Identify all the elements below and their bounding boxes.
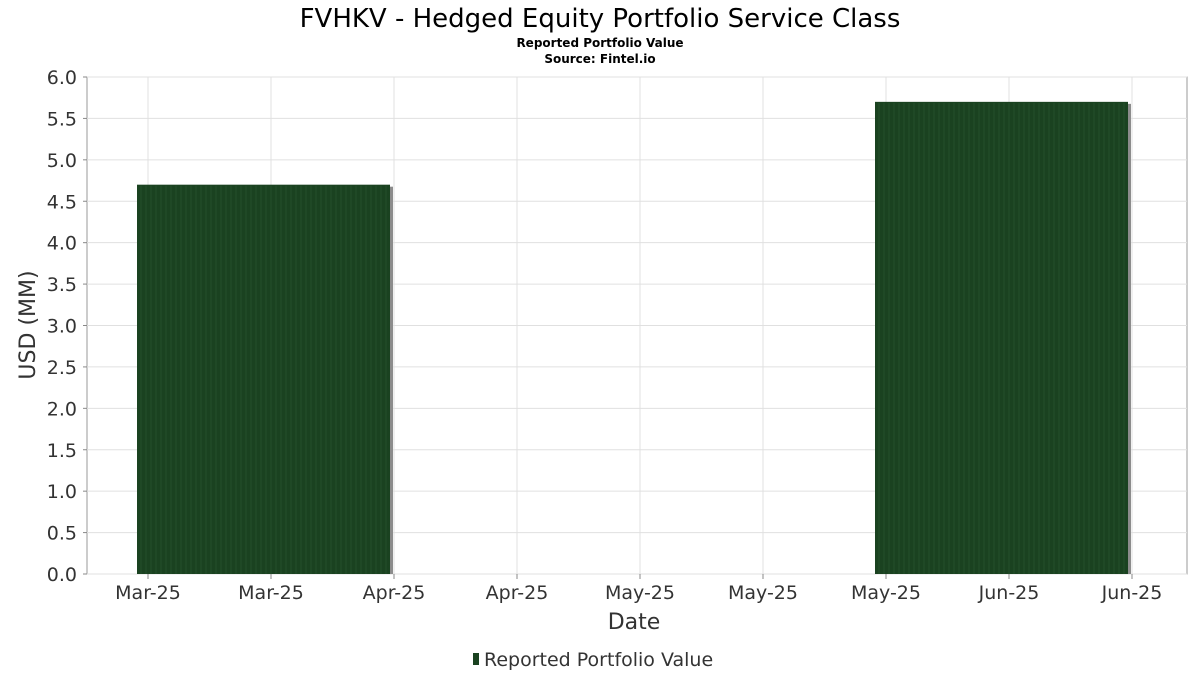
y-tick-label: 1.0 — [47, 481, 77, 503]
chart-subtitle: Reported Portfolio Value — [516, 36, 683, 50]
y-tick-label: 5.5 — [47, 108, 77, 130]
y-tick-label: 0.5 — [47, 523, 77, 545]
y-axis-ticks: 0.0 0.5 1.0 1.5 2.0 2.5 3.0 3.5 4.0 4.5 5.0 5.5 6.0 — [47, 67, 87, 586]
y-tick-label: 2.5 — [47, 357, 77, 379]
x-tick-label: May-25 — [605, 582, 675, 604]
x-tick-label: May-25 — [851, 582, 921, 604]
y-tick-label: 5.0 — [47, 150, 77, 172]
bar — [875, 101, 1128, 574]
x-axis-label: Date — [608, 610, 661, 635]
legend: Reported Portfolio Value — [473, 649, 713, 671]
x-tick-label: May-25 — [728, 582, 798, 604]
plot-area: 0.00.51.01.52.02.53.03.54.04.55.05.56.0 … — [47, 67, 1188, 604]
y-tick-label: 4.0 — [47, 233, 77, 255]
y-tick-label: 4.5 — [47, 191, 77, 213]
y-axis-label: USD (MM) — [16, 270, 41, 379]
y-tick-label: 0.0 — [47, 564, 77, 586]
y-tick-label: 3.5 — [47, 274, 77, 296]
y-tick-label: 1.5 — [47, 440, 77, 462]
x-tick-label: Jun-25 — [1101, 582, 1163, 604]
bar — [137, 184, 390, 574]
x-tick-label: Mar-25 — [238, 582, 304, 604]
x-tick-label: Jun-25 — [978, 582, 1040, 604]
chart-title: FVHKV - Hedged Equity Portfolio Service … — [300, 4, 901, 34]
chart-source: Source: Fintel.io — [544, 52, 655, 66]
x-tick-label: Apr-25 — [363, 582, 426, 604]
legend-label: Reported Portfolio Value — [484, 649, 713, 671]
bar-series — [137, 101, 1131, 574]
y-tick-label: 3.0 — [47, 316, 77, 338]
y-tick-label: 6.0 — [47, 67, 77, 89]
x-axis-ticks: Mar-25 Mar-25 Apr-25 Apr-25 May-25 May-25 May-… — [115, 574, 1162, 604]
y-tick-label: 2.0 — [47, 398, 77, 420]
legend-swatch — [473, 653, 479, 665]
x-tick-label: Apr-25 — [486, 582, 549, 604]
x-tick-label: Mar-25 — [115, 582, 181, 604]
